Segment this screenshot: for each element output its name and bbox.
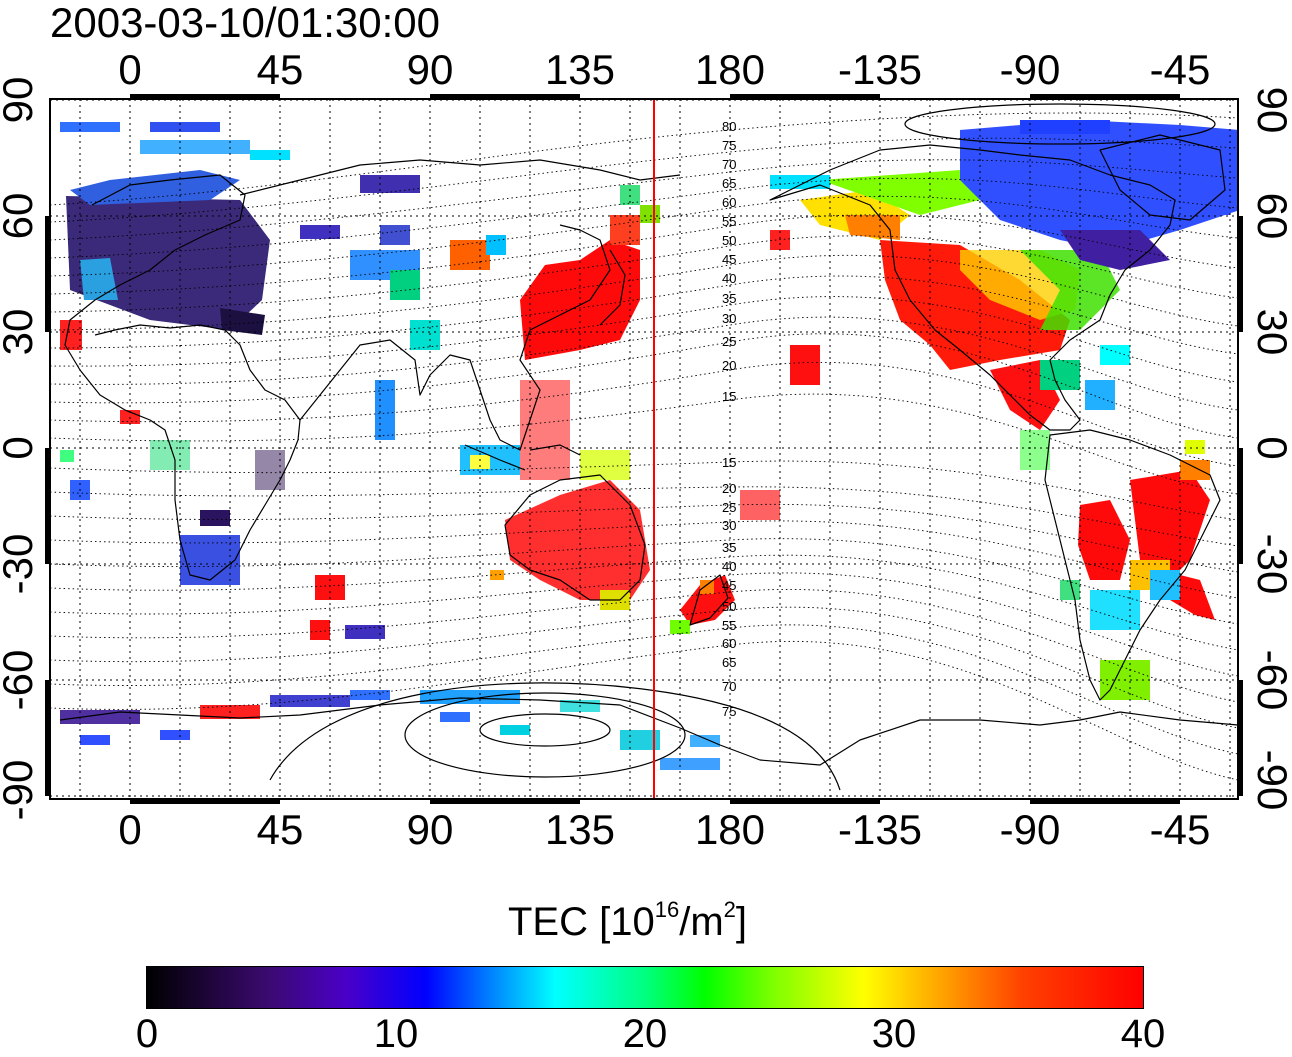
frame-ticks: [45, 94, 1243, 804]
contour-label: 50: [722, 233, 736, 248]
contour-label: 70: [722, 157, 736, 172]
lon-label: -135: [838, 46, 922, 93]
polar-contours: [269, 103, 1216, 791]
contour-label: 20: [722, 358, 736, 373]
colorbar-title-main: TEC [10: [508, 900, 655, 944]
lon-label: -135: [838, 806, 922, 853]
colorbar-tick: 40: [1120, 1012, 1166, 1056]
lon-label: -45: [1150, 46, 1211, 93]
bottom-longitude-labels: 0 45 90 135 180 -135 -90 -45: [118, 806, 1210, 853]
contour-label: 45: [722, 252, 736, 267]
lon-label: 90: [407, 46, 454, 93]
lat-label: 30: [1249, 309, 1292, 356]
lon-label: 90: [407, 806, 454, 853]
contour-label: 75: [722, 138, 736, 153]
lat-label: 90: [0, 77, 41, 124]
lat-label: -60: [0, 650, 41, 711]
lat-label: -30: [0, 534, 41, 595]
tec-map: 80 75 70 65 60 55 50 45 40 35 30 25 20 1…: [0, 46, 1292, 853]
colorbar-title-close: ]: [735, 900, 748, 944]
contour-label: 40: [722, 559, 736, 574]
coastlines: [59, 134, 1238, 766]
contour-label: 55: [722, 618, 736, 633]
contour-label: 30: [722, 518, 736, 533]
colorbar-title-exponent: 16: [654, 897, 680, 922]
lon-label: 45: [257, 46, 304, 93]
lon-label: -45: [1150, 806, 1211, 853]
right-latitude-labels: 90 60 30 0 -30 -60 -90: [1249, 87, 1292, 811]
contour-label: 30: [722, 311, 736, 326]
lon-label: 0: [118, 46, 141, 93]
contour-label: 45: [722, 578, 736, 593]
lon-label: -90: [1000, 46, 1061, 93]
lat-label: -60: [1249, 650, 1292, 711]
top-longitude-labels: 0 45 90 135 180 -135 -90 -45: [118, 46, 1210, 93]
contour-label: 35: [722, 540, 736, 555]
lat-label: 0: [0, 436, 41, 459]
contour-labels-south: 15 20 25 30 35 40 45 50 55 60 65 70 75: [722, 455, 736, 719]
magnetic-contours: [50, 112, 1238, 781]
contour-label: 40: [722, 271, 736, 286]
lat-label: 30: [0, 309, 41, 356]
graticule: [50, 99, 1238, 799]
lon-label: 0: [118, 806, 141, 853]
lat-label: 60: [1249, 193, 1292, 240]
contour-label: 15: [722, 389, 736, 404]
contour-label: 15: [722, 455, 736, 470]
contour-label: 25: [722, 334, 736, 349]
colorbar-tick: 20: [622, 1012, 668, 1056]
contour-label: 35: [722, 291, 736, 306]
colorbar-title: TEC [1016/m2]: [508, 897, 748, 945]
contour-label: 60: [722, 195, 736, 210]
contour-label: 50: [722, 599, 736, 614]
colorbar-title-unit: /m: [679, 900, 724, 944]
lon-label: 180: [695, 806, 765, 853]
colorbar-tick: 0: [135, 1012, 159, 1056]
lat-label: -90: [1249, 750, 1292, 811]
lon-label: 180: [695, 46, 765, 93]
contour-label: 25: [722, 500, 736, 515]
contour-label: 20: [722, 481, 736, 496]
left-latitude-labels: 90 60 30 0 -30 -60 -90: [0, 77, 41, 821]
lat-label: 60: [0, 193, 41, 240]
contour-labels-north: 80 75 70 65 60 55 50 45 40 35 30 25 20 1…: [722, 119, 736, 404]
lat-label: 0: [1249, 436, 1292, 459]
colorbar: [146, 966, 1144, 1009]
lat-label: -90: [0, 760, 41, 821]
contour-label: 65: [722, 176, 736, 191]
lon-label: 135: [545, 806, 615, 853]
contour-label: 55: [722, 214, 736, 229]
lat-label: 90: [1249, 87, 1292, 134]
contour-label: 60: [722, 636, 736, 651]
contour-label: 75: [722, 704, 736, 719]
lon-label: 135: [545, 46, 615, 93]
lon-label: -90: [1000, 806, 1061, 853]
lat-label: -30: [1249, 534, 1292, 595]
map-timestamp: 2003-03-10/01:30:00: [50, 0, 440, 46]
lon-label: 45: [257, 806, 304, 853]
colorbar-tick: 30: [871, 1012, 917, 1056]
contour-label: 70: [722, 679, 736, 694]
contour-label: 80: [722, 119, 736, 134]
contour-label: 65: [722, 655, 736, 670]
colorbar-title-unit-exponent: 2: [723, 897, 736, 922]
colorbar-tick: 10: [373, 1012, 419, 1056]
